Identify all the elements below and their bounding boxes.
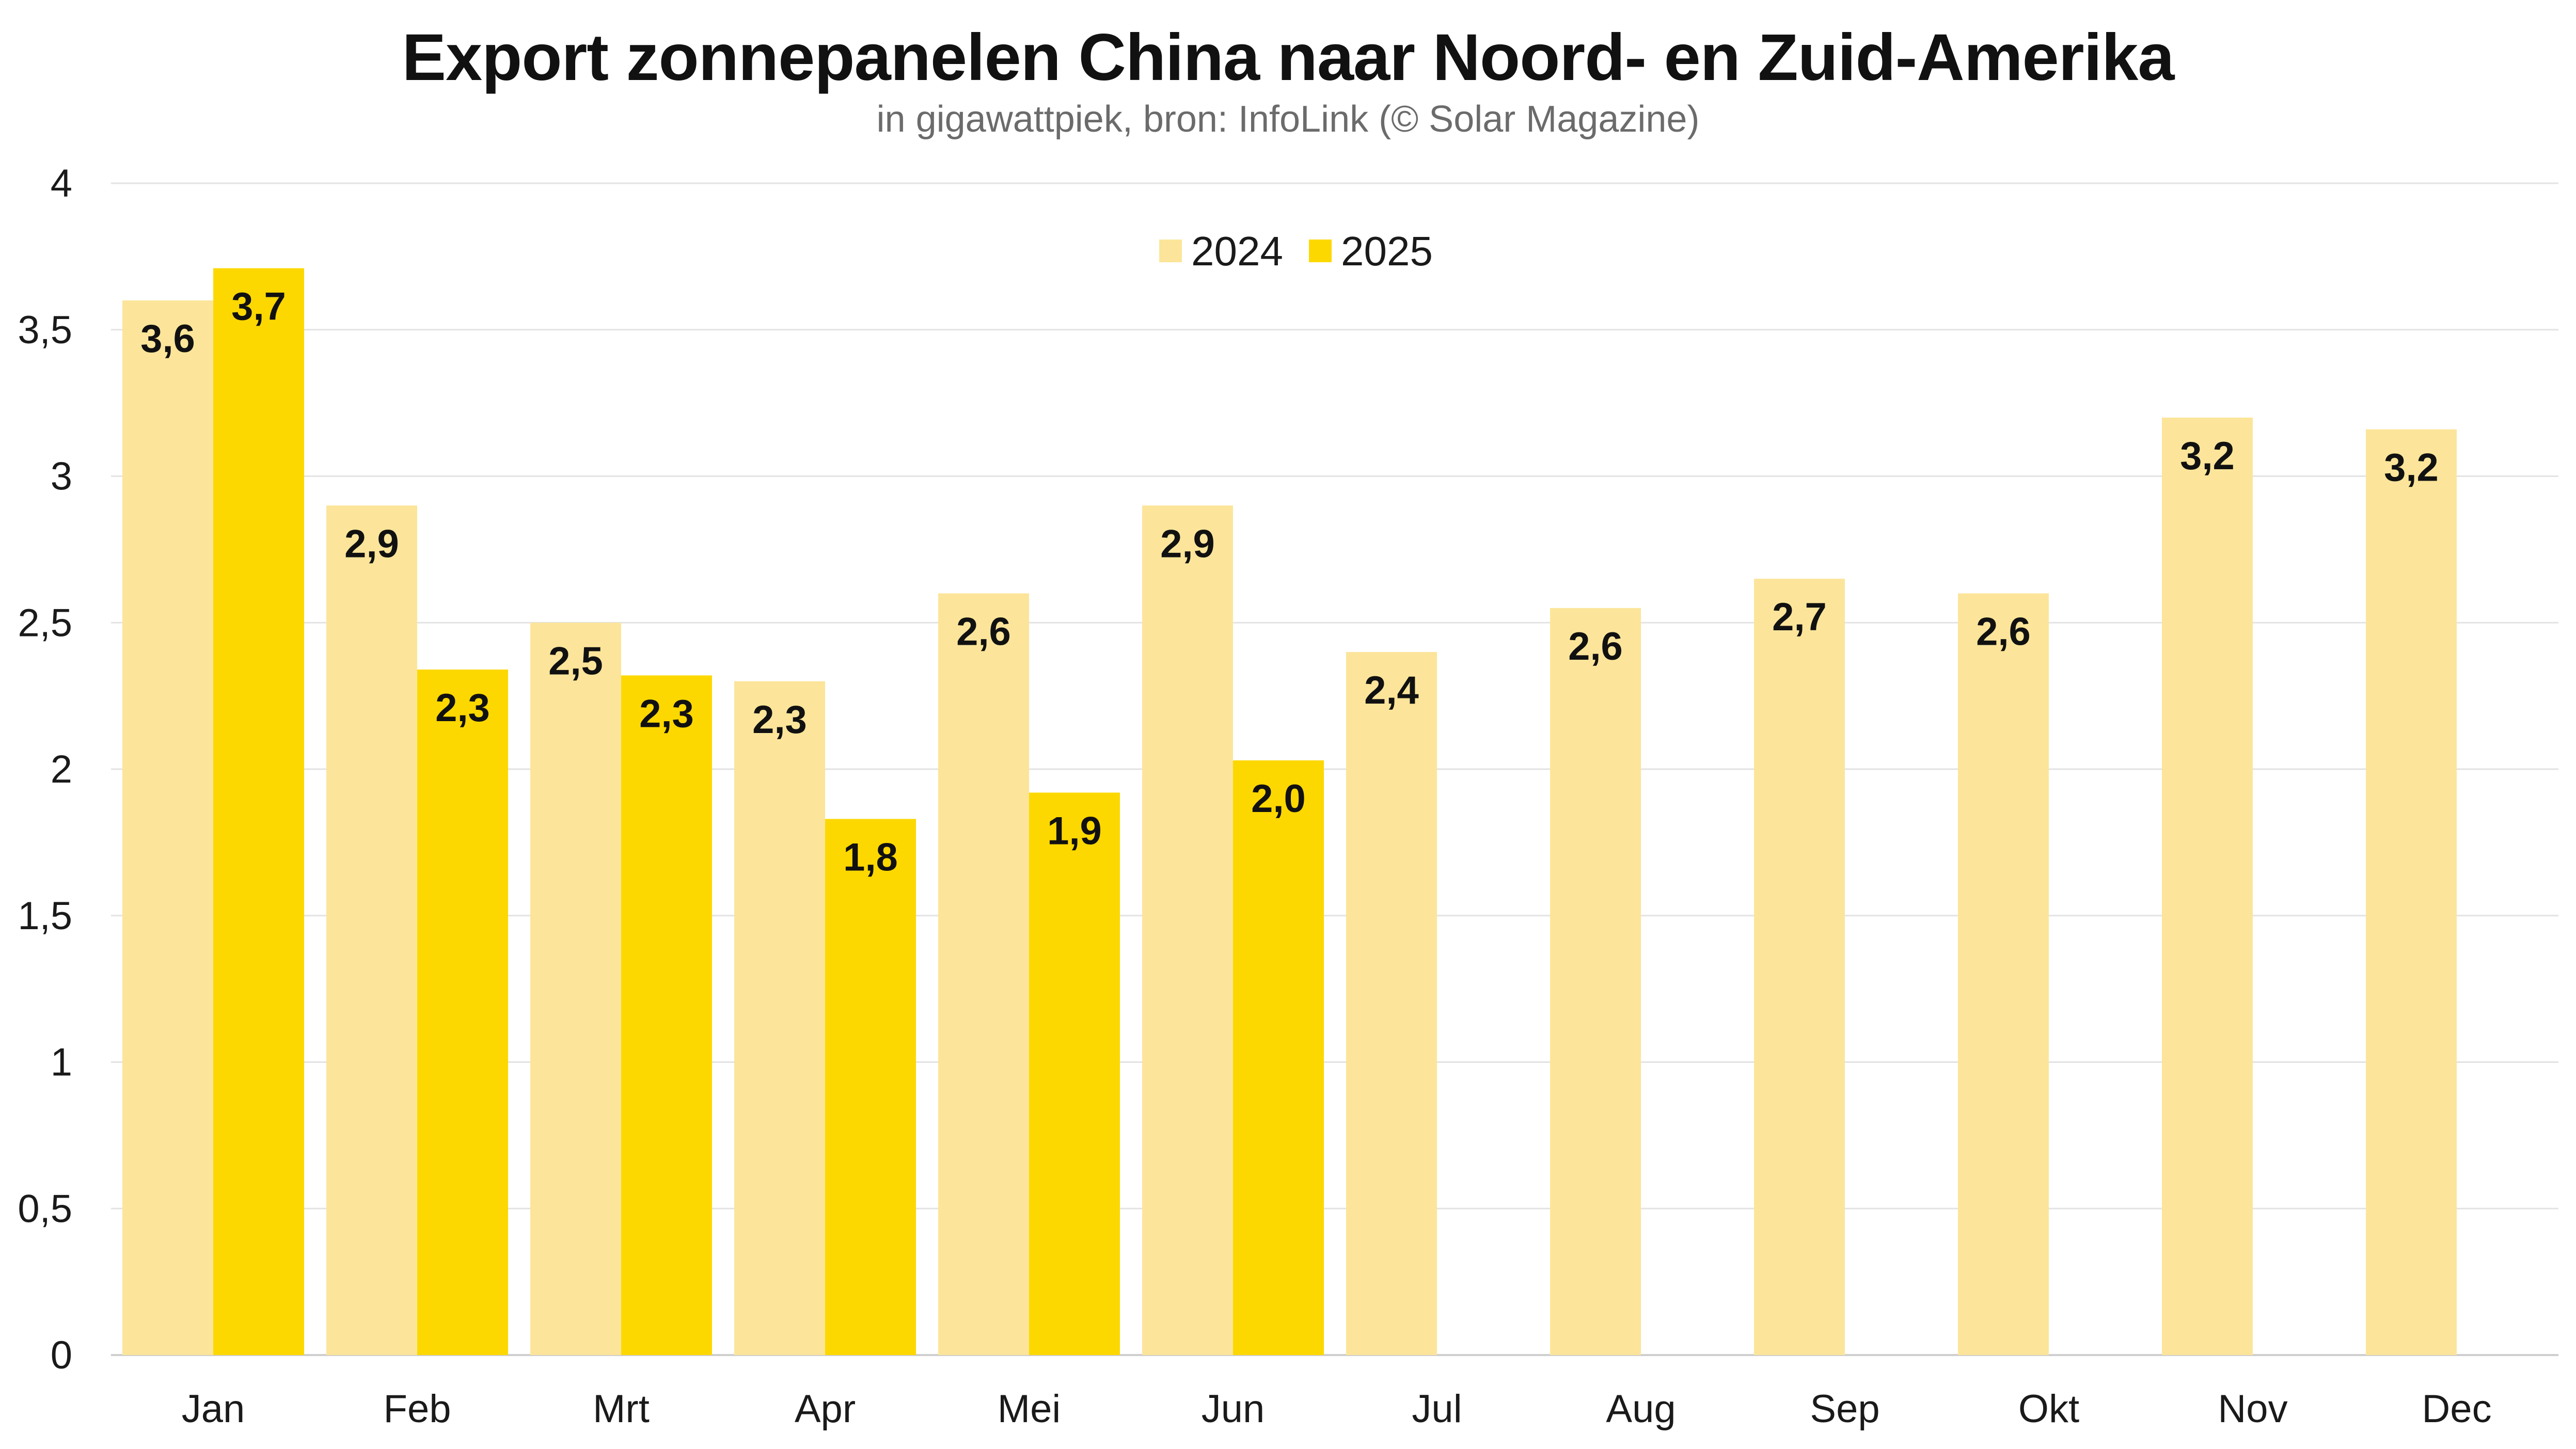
y-tick-label: 3,5 <box>18 308 72 352</box>
bar-2024-jul <box>1346 652 1437 1355</box>
x-tick-label: Mei <box>998 1387 1061 1431</box>
data-label: 1,8 <box>843 835 898 879</box>
legend-label: 2025 <box>1341 228 1433 274</box>
legend: 2024 2025 <box>1159 228 1433 274</box>
bar-2024-mei <box>938 593 1029 1355</box>
data-label: 2,6 <box>1976 610 2031 654</box>
data-label: 2,3 <box>435 686 490 730</box>
x-tick-label: Sep <box>1810 1387 1879 1431</box>
bar-2025-jun <box>1233 760 1324 1355</box>
x-tick-label: Nov <box>2218 1387 2287 1431</box>
x-tick-label: Mrt <box>593 1387 650 1431</box>
y-tick-label: 1,5 <box>18 894 72 938</box>
bars <box>122 268 2457 1356</box>
y-tick-label: 2,5 <box>18 601 72 645</box>
y-tick-label: 3 <box>51 455 72 499</box>
y-tick-label: 2 <box>51 747 72 791</box>
x-tick-label: Okt <box>2018 1387 2079 1431</box>
legend-label: 2024 <box>1191 228 1283 274</box>
bar-2024-jun <box>1142 505 1233 1355</box>
bar-2024-aug <box>1550 608 1641 1355</box>
data-labels: 3,6 3,7 2,9 2,3 2,5 2,3 2,3 1,8 2,6 1,9 2,9 2,0 2,4 2… <box>140 285 2439 880</box>
chart-title: Export zonnepanelen China naar Noord- en… <box>402 21 2175 94</box>
legend-swatch-2024 <box>1159 240 1182 262</box>
bar-2024-feb <box>326 505 417 1355</box>
x-tick-label: Dec <box>2422 1387 2491 1431</box>
y-axis: 0 0,5 1 1,5 2 2,5 3 3,5 4 <box>18 162 72 1377</box>
legend-swatch-2025 <box>1309 240 1332 262</box>
bar-2024-dec <box>2366 429 2457 1356</box>
x-tick-label: Feb <box>384 1387 451 1431</box>
bar-2024-okt <box>1958 593 2049 1355</box>
data-label: 2,5 <box>548 639 603 683</box>
x-tick-label: Aug <box>1606 1387 1676 1431</box>
data-label: 1,9 <box>1047 809 1102 853</box>
bar-2024-mrt <box>530 623 621 1355</box>
y-tick-label: 1 <box>51 1041 72 1085</box>
data-label: 2,6 <box>956 610 1011 654</box>
x-axis: Jan Feb Mrt Apr Mei Jun Jul Aug Sep Okt Nov Dec <box>182 1387 2492 1431</box>
bar-2025-jan <box>213 268 304 1356</box>
bar-2025-apr <box>825 819 916 1355</box>
data-label: 3,2 <box>2384 446 2439 490</box>
x-tick-label: Jul <box>1412 1387 1462 1431</box>
x-tick-label: Jun <box>1202 1387 1265 1431</box>
y-tick-label: 4 <box>51 162 72 205</box>
data-label: 3,6 <box>140 317 195 361</box>
data-label: 2,0 <box>1251 777 1306 821</box>
y-tick-label: 0,5 <box>18 1187 72 1231</box>
bar-2024-jan <box>122 300 213 1355</box>
data-label: 2,3 <box>752 698 807 742</box>
bar-2025-feb <box>417 670 508 1355</box>
data-label: 2,9 <box>344 522 399 566</box>
data-label: 3,7 <box>231 285 286 329</box>
data-label: 2,6 <box>1568 625 1623 668</box>
y-tick-label: 0 <box>51 1333 72 1377</box>
bar-2025-mrt <box>621 675 712 1355</box>
gridlines <box>111 182 2558 1356</box>
x-tick-label: Jan <box>182 1387 245 1431</box>
chart-subtitle: in gigawattpiek, bron: InfoLink (© Solar… <box>876 99 1700 140</box>
bar-2024-apr <box>734 681 825 1355</box>
bar-2024-nov <box>2162 418 2253 1355</box>
x-tick-label: Apr <box>795 1387 856 1431</box>
data-label: 2,4 <box>1364 668 1419 712</box>
data-label: 2,9 <box>1160 522 1215 566</box>
bar-2024-sep <box>1754 579 1845 1355</box>
bar-2025-mei <box>1029 792 1120 1355</box>
data-label: 2,7 <box>1772 595 1827 639</box>
data-label: 2,3 <box>639 692 694 736</box>
data-label: 3,2 <box>2180 434 2235 478</box>
